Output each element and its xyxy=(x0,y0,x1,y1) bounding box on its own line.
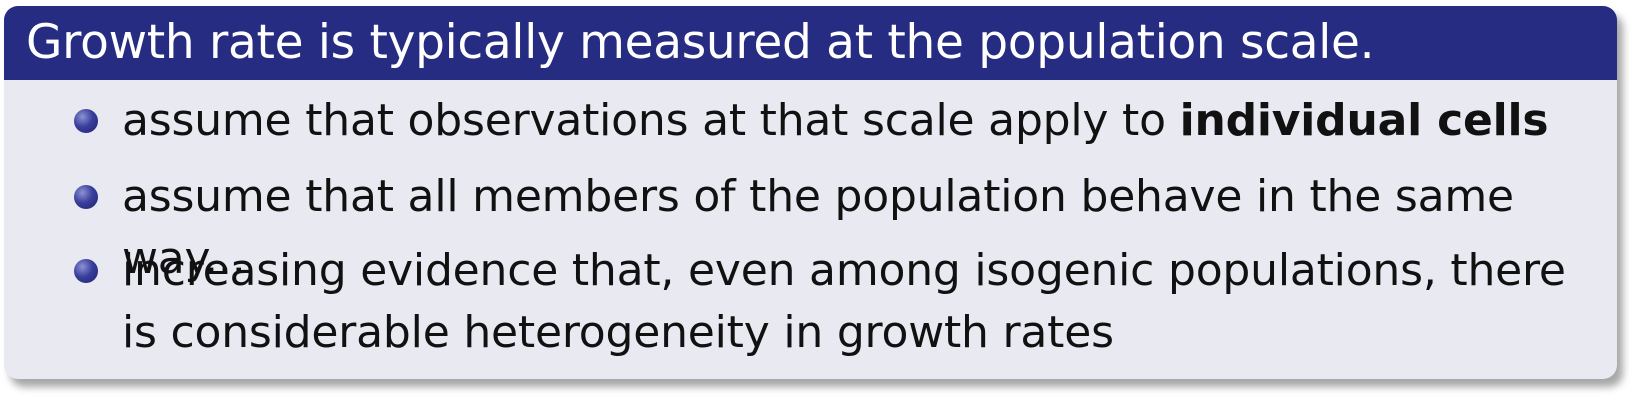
list-item-text-regular: assume that observations at that scale a… xyxy=(122,95,1180,146)
list-item: increasing evidence that, even among iso… xyxy=(74,240,1602,364)
bullet-icon xyxy=(74,109,98,133)
content-block: Growth rate is typically measured at the… xyxy=(4,6,1617,379)
bullet-icon xyxy=(74,259,98,283)
list-item-text: increasing evidence that, even among iso… xyxy=(122,245,1566,358)
bullet-icon xyxy=(74,185,98,209)
list-item: assume that all members of the populatio… xyxy=(74,166,1602,290)
list-item: assume that observations at that scale a… xyxy=(74,90,1602,152)
list-item-text: assume that all members of the populatio… xyxy=(122,171,1514,284)
list-item-text-bold: individual cells xyxy=(1179,95,1549,146)
list-item-text: assume that observations at that scale a… xyxy=(122,95,1549,146)
block-title: Growth rate is typically measured at the… xyxy=(4,6,1617,80)
